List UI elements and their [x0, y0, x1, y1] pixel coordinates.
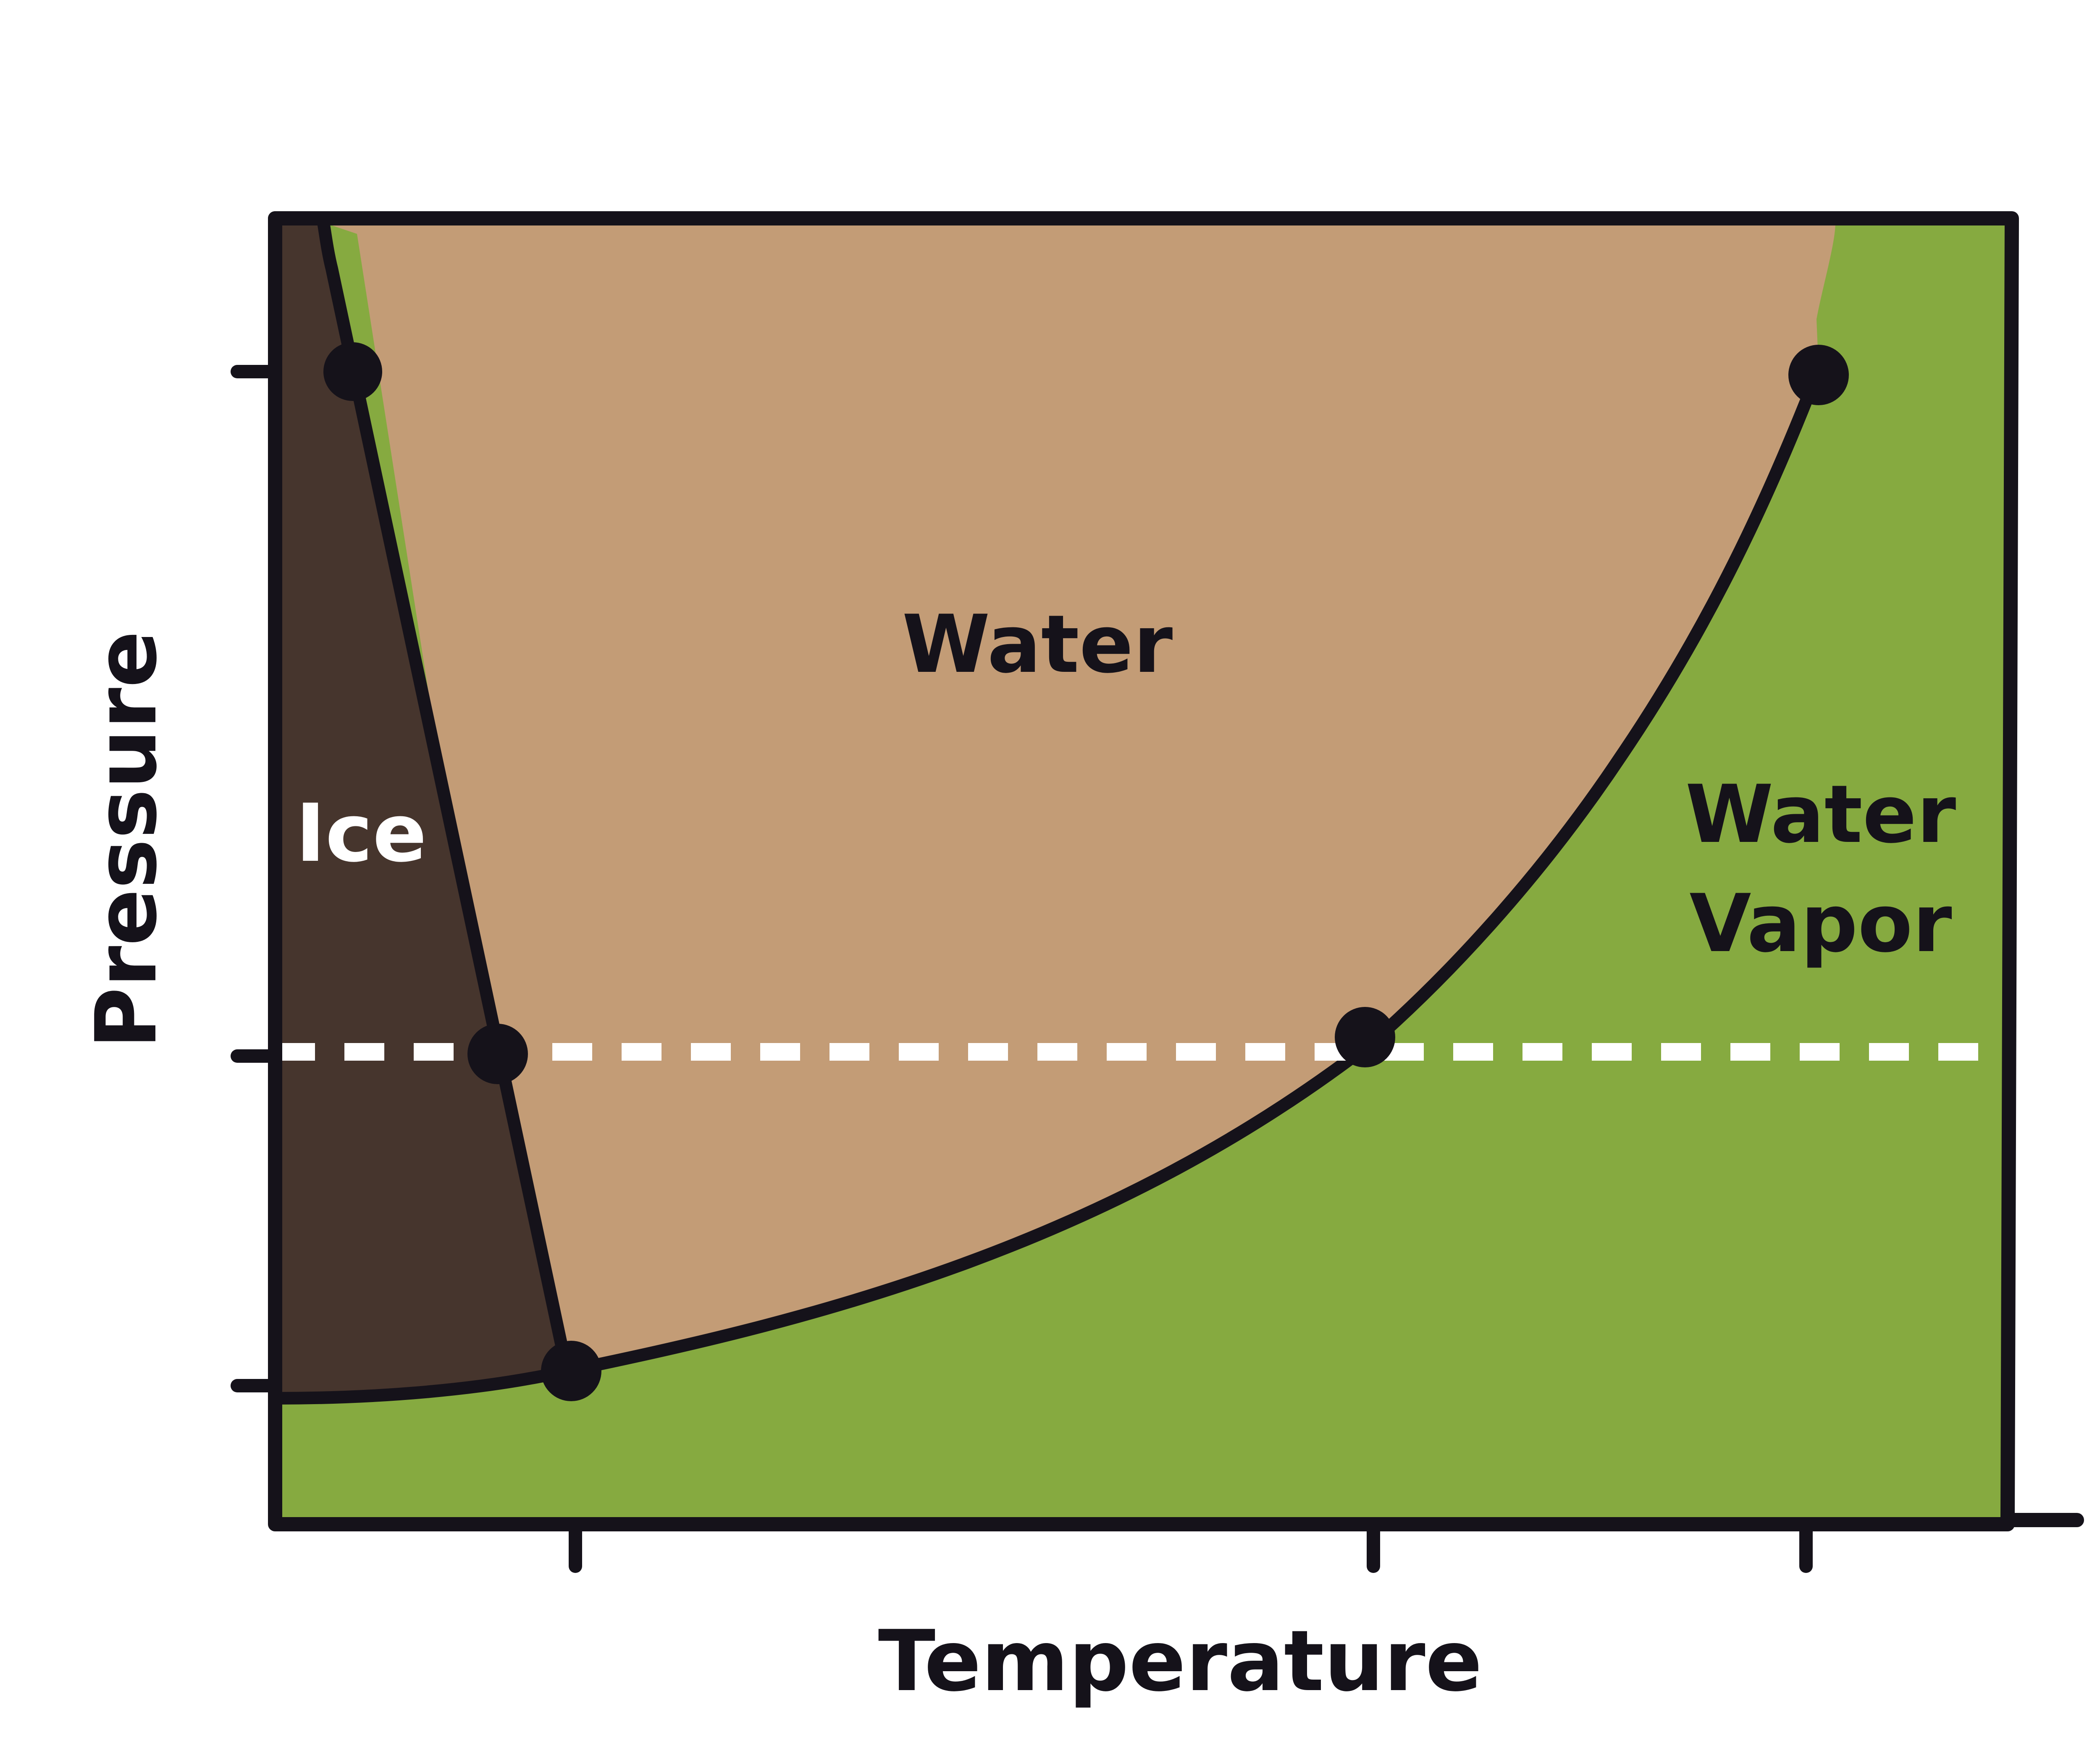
phase-boundaries	[271, 216, 1825, 1405]
point-solid-liquid-top	[323, 342, 382, 401]
vapor-label-line1: Water	[1685, 768, 1956, 861]
point-boiling	[1335, 1007, 1395, 1067]
y-axis-ticks	[231, 365, 282, 1392]
point-liquid-vapor-top	[1788, 345, 1849, 405]
x-axis-ticks	[569, 1518, 1813, 1573]
water-region	[323, 223, 1835, 1375]
vapor-label-line2: Vapor	[1689, 877, 1952, 970]
plot-frame	[268, 211, 2084, 1531]
diagram-points	[323, 342, 1849, 1401]
liquid-vapor-boundary	[561, 363, 1825, 1377]
frame-left-bottom	[268, 211, 2015, 1531]
y-axis-title: Pressure	[78, 631, 176, 1049]
ice-region	[277, 223, 567, 1394]
ice-label: Ice	[296, 787, 427, 880]
point-melting	[467, 1024, 528, 1084]
point-triple	[541, 1341, 601, 1401]
frame-top-right	[268, 211, 2019, 1527]
water-label: Water	[902, 598, 1173, 691]
solid-liquid-boundary	[317, 216, 573, 1377]
x-axis-title: Temperature	[878, 1612, 1483, 1710]
solid-vapor-boundary	[271, 1365, 573, 1405]
